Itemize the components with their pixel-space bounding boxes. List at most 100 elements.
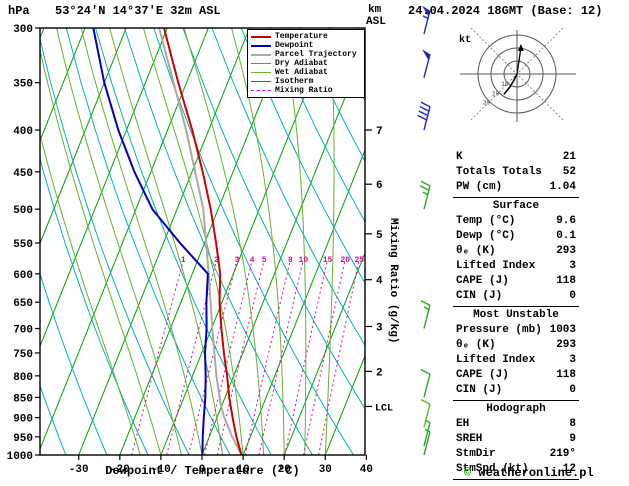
legend-swatch-icon — [251, 81, 271, 82]
svg-text:8: 8 — [288, 256, 293, 265]
index-label: θₑ (K) — [456, 339, 496, 351]
index-label: K — [456, 151, 463, 163]
legend-swatch-icon — [251, 63, 271, 64]
index-label: θₑ (K) — [456, 245, 496, 257]
index-value: 8 — [569, 418, 576, 430]
index-row: StmDir 219° — [453, 447, 579, 462]
legend-item: Isotherm — [251, 77, 361, 86]
chart-legend: Temperature Dewpoint Parcel Trajectory Dry … — [247, 29, 365, 98]
svg-text:-20: -20 — [110, 464, 130, 476]
section-header: Surface — [492, 200, 540, 212]
index-value: 219° — [549, 448, 576, 460]
index-row: θₑ (K) 293 — [453, 338, 579, 353]
svg-text:25: 25 — [354, 256, 364, 265]
index-value: 21 — [562, 151, 576, 163]
index-label: PW (cm) — [456, 181, 503, 193]
index-label: Temp (°C) — [456, 215, 516, 227]
svg-text:30: 30 — [319, 464, 332, 476]
index-value: 0.1 — [556, 230, 576, 242]
index-row: CIN (J) 0 — [453, 383, 579, 398]
temperature-curve — [163, 28, 243, 455]
dewpoint-curve — [92, 28, 209, 455]
legend-label: Temperature — [275, 32, 328, 41]
index-label: CIN (J) — [456, 384, 503, 396]
index-label: CAPE (J) — [456, 275, 509, 287]
index-value: 118 — [556, 369, 576, 381]
svg-text:40: 40 — [360, 464, 373, 476]
section-header: Hodograph — [486, 403, 546, 415]
svg-text:650: 650 — [13, 298, 33, 310]
index-label: CAPE (J) — [456, 369, 509, 381]
svg-text:850: 850 — [13, 393, 33, 405]
svg-text:600: 600 — [13, 270, 33, 282]
svg-text:4: 4 — [250, 256, 255, 265]
svg-text:2: 2 — [376, 367, 383, 379]
index-row: CIN (J) 0 — [453, 289, 579, 304]
svg-text:10: 10 — [299, 256, 309, 265]
index-label: Dewp (°C) — [456, 230, 516, 242]
index-label: Totals Totals — [456, 166, 542, 178]
svg-text:350: 350 — [13, 79, 33, 91]
index-value: 3 — [569, 260, 576, 272]
svg-text:20: 20 — [492, 90, 500, 97]
index-label: Pressure (mb) — [456, 324, 542, 336]
legend-item: Wet Adiabat — [251, 68, 361, 77]
km-altitude-axis: 7 6 5 4 3 2 LCL — [365, 126, 393, 414]
index-value: 118 — [556, 275, 576, 287]
legend-label: Mixing Ratio — [275, 86, 333, 95]
svg-text:550: 550 — [13, 239, 33, 251]
index-label: CIN (J) — [456, 290, 503, 302]
svg-text:1000: 1000 — [7, 451, 33, 463]
svg-text:7: 7 — [376, 126, 383, 138]
index-value: 1003 — [549, 324, 576, 336]
index-value: 12 — [562, 463, 576, 475]
svg-text:800: 800 — [13, 372, 33, 384]
svg-text:450: 450 — [13, 168, 33, 180]
svg-text:300: 300 — [13, 24, 33, 36]
altitude-unit-km: km — [368, 4, 382, 16]
mixing-ratio-labels: 1 2 3 4 5 8 10 15 20 25 — [181, 256, 364, 265]
indices-panel: K 21 Totals Totals 52 PW (cm) 1.04 Surface Temp… — [453, 149, 579, 480]
svg-text:5: 5 — [376, 230, 383, 242]
svg-text:kt: kt — [459, 34, 471, 46]
hodograph-unit-label: kt — [459, 34, 471, 46]
legend-item: Dry Adiabat — [251, 59, 361, 68]
index-value: 0 — [569, 290, 576, 302]
legend-item: Mixing Ratio — [251, 86, 361, 95]
mixing-ratio-axis-label: Mixing Ratio (g/kg) — [387, 218, 399, 343]
panel-section-hodograph: Hodograph EH 8 SREH 9 StmDir 219° StmSpd (kt) 12 — [453, 400, 579, 479]
copyright-site: weatheronline.pl — [478, 466, 594, 480]
station-title: 53°24'N 14°37'E 32m ASL — [55, 4, 221, 18]
index-label: EH — [456, 418, 470, 430]
altitude-unit-asl: ASL — [366, 16, 386, 28]
index-label: StmSpd (kt) — [456, 463, 529, 475]
index-value: 52 — [562, 166, 576, 178]
legend-label: Wet Adiabat — [275, 68, 328, 77]
index-value: 1.04 — [549, 181, 576, 193]
plot-axes: 3003504004505005506006507007508008509009… — [7, 24, 373, 476]
index-value: 293 — [556, 245, 576, 257]
legend-label: Dry Adiabat — [275, 59, 328, 68]
svg-text:900: 900 — [13, 414, 33, 426]
x-axis-title: Dewpoint / Temperature (°C) — [105, 464, 300, 478]
svg-text:700: 700 — [13, 325, 33, 337]
index-row: SREH 9 — [453, 432, 579, 447]
index-row: StmSpd (kt) 12 — [453, 462, 579, 477]
legend-swatch-icon — [251, 90, 271, 91]
copyright: © weatheronline.pl — [464, 466, 594, 480]
index-row: Totals Totals 52 — [453, 165, 579, 180]
wet-adiabat-lines — [40, 28, 335, 455]
index-row: CAPE (J) 118 — [453, 274, 579, 289]
index-row: Lifted Index 3 — [453, 353, 579, 368]
svg-text:4: 4 — [376, 276, 383, 288]
svg-text:750: 750 — [13, 349, 33, 361]
index-label: Lifted Index — [456, 354, 536, 366]
panel-section-surface: Surface Temp (°C) 9.6 Dewp (°C) 0.1 θₑ (K) 293… — [453, 197, 579, 306]
legend-label: Parcel Trajectory — [275, 50, 357, 59]
legend-swatch-icon — [251, 35, 271, 38]
legend-swatch-icon — [251, 53, 271, 56]
mixing-ratio-lines — [131, 261, 360, 455]
svg-text:0: 0 — [199, 464, 206, 476]
legend-swatch-icon — [251, 44, 271, 47]
